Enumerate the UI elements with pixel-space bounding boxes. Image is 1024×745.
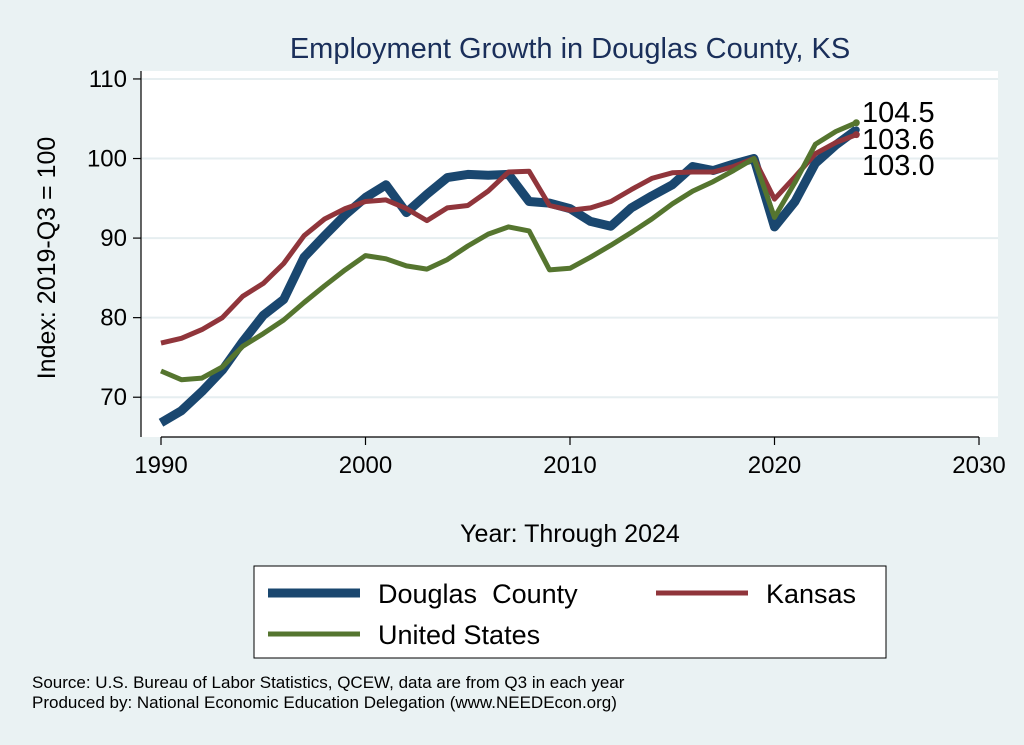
x-tick-label-2030: 2030 — [952, 452, 1005, 479]
y-axis-title: Index: 2019-Q3 = 100 — [33, 137, 61, 380]
legend-label-kansas: Kansas — [766, 579, 856, 609]
x-tick-label-2010: 2010 — [543, 452, 596, 479]
end-label-kansas: 103.0 — [862, 150, 935, 182]
series-layer — [158, 120, 859, 427]
legend-box — [253, 565, 887, 659]
y-tick-label-90: 90 — [100, 225, 127, 252]
series-line-united-states — [160, 120, 858, 383]
y-tick-label-70: 70 — [100, 384, 127, 411]
x-tick-label-1990: 1990 — [134, 452, 187, 479]
source-note: Source: U.S. Bureau of Labor Statistics,… — [32, 673, 625, 692]
gridlines — [141, 77, 998, 399]
legend-label-douglas-county: Douglas County — [378, 579, 578, 609]
chart-title: Employment Growth in Douglas County, KS — [290, 33, 850, 65]
end-point-united-states — [852, 119, 860, 127]
y-tick-label-110: 110 — [89, 66, 127, 93]
produced-by-note: Produced by: National Economic Education… — [32, 693, 617, 712]
legend: Douglas County Kansas United States — [268, 579, 856, 650]
axes: 70 80 90 100 110 1990 2000 2010 2020 2030 — [87, 66, 1006, 479]
y-tick-label-80: 80 — [100, 305, 127, 332]
x-tick-label-2020: 2020 — [748, 452, 801, 479]
end-label-united-states: 104.5 — [862, 97, 935, 129]
x-axis-title: Year: Through 2024 — [460, 520, 680, 548]
end-label-douglas-county: 103.6 — [862, 124, 935, 156]
x-tick-label-2000: 2000 — [339, 452, 392, 479]
y-tick-label-100: 100 — [87, 146, 127, 173]
end-point-kansas — [852, 131, 860, 139]
legend-label-united-states: United States — [378, 620, 540, 650]
